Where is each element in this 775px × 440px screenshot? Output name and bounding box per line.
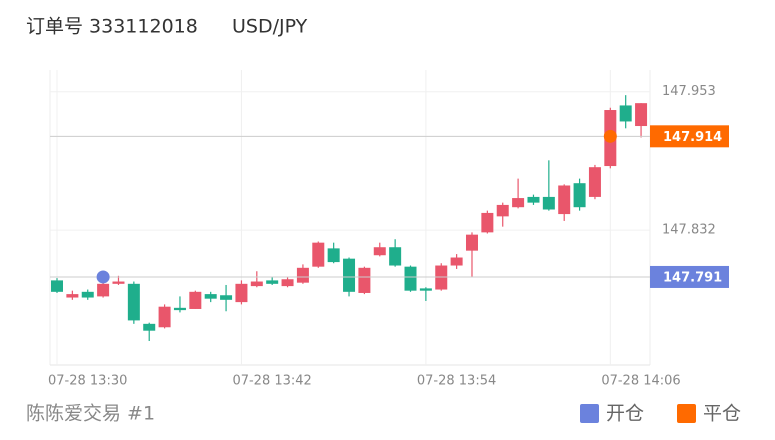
candle-body	[419, 288, 432, 291]
x-tick-label: 07-28 13:54	[417, 374, 496, 389]
legend-swatch	[677, 404, 696, 423]
candle-body	[404, 266, 417, 291]
candle-body	[220, 295, 233, 300]
price-label: 147.914	[663, 130, 722, 145]
x-tick-label: 07-28 13:42	[232, 374, 311, 389]
footer: 陈陈爱交易 #1	[26, 403, 155, 425]
candle-body	[189, 291, 202, 309]
candle-body	[266, 280, 279, 284]
y-tick-label: 147.953	[662, 84, 716, 99]
candle-body	[327, 248, 340, 263]
candle-body	[527, 196, 540, 203]
candle-body	[66, 294, 79, 298]
candle-body	[619, 105, 632, 122]
candle-body	[573, 183, 586, 208]
candle-body	[143, 323, 156, 331]
symbol: USD/JPY	[232, 16, 308, 38]
candle-body	[358, 267, 371, 293]
candle-body	[373, 247, 386, 256]
legend-swatch	[580, 404, 599, 423]
legend-label: 平仓	[703, 403, 741, 425]
candle-body	[173, 307, 186, 311]
candle-body	[343, 258, 356, 292]
candle-body	[235, 283, 248, 303]
candle-body	[481, 212, 494, 233]
trade-marker	[96, 270, 110, 284]
candle-body	[635, 103, 648, 127]
candle-body	[281, 279, 294, 287]
candle-body	[450, 257, 463, 266]
candle-body	[542, 196, 555, 210]
candle-body	[51, 280, 63, 292]
x-tick-label: 07-28 13:30	[48, 374, 127, 389]
candle-body	[312, 242, 325, 267]
candle-body	[81, 291, 94, 298]
candle-body	[496, 204, 509, 217]
candle-body	[158, 306, 171, 328]
price-label-box	[650, 125, 729, 148]
price-label-box	[650, 265, 729, 288]
candle-body	[465, 234, 478, 251]
candle-body	[112, 281, 125, 284]
candle-body	[127, 283, 140, 321]
y-tick-label: 147.832	[662, 223, 716, 238]
candle-body	[558, 185, 571, 215]
trade-marker	[603, 129, 617, 143]
candle-body	[389, 247, 402, 266]
candle-body	[435, 265, 448, 290]
price-label: 147.791	[663, 270, 722, 285]
candle-body	[296, 267, 309, 283]
candle-body	[204, 294, 217, 299]
legend-label: 开仓	[606, 403, 644, 425]
candle-body	[512, 198, 525, 208]
order-label: 订单号 333112018	[26, 16, 198, 38]
candle-body	[97, 283, 110, 297]
candle-body	[588, 167, 601, 197]
candle-body	[250, 281, 263, 287]
x-tick-label: 07-28 14:06	[601, 374, 680, 389]
